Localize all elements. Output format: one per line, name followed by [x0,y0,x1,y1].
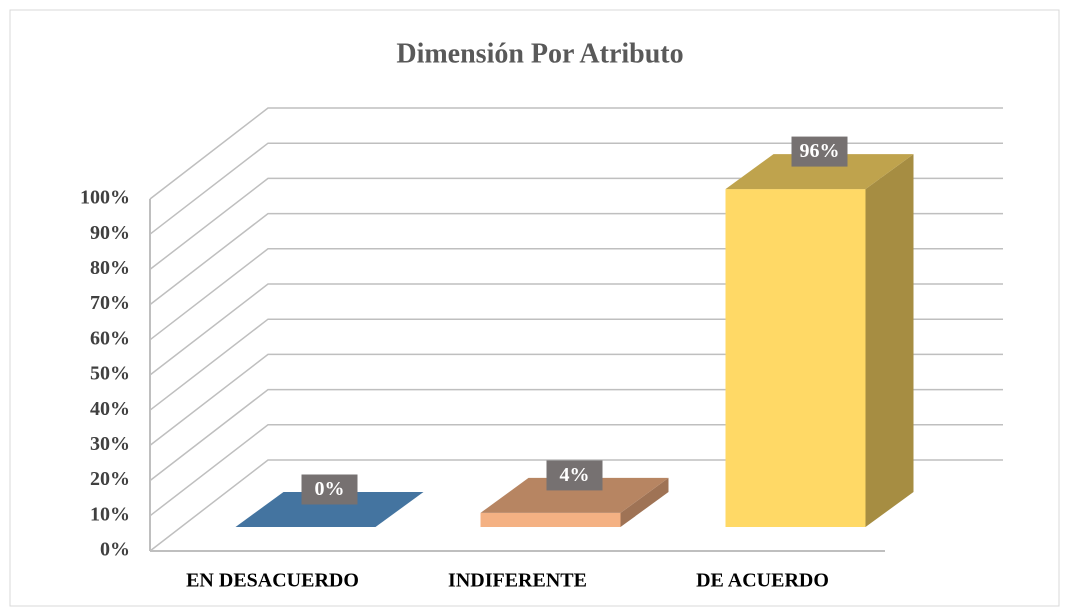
y-tick-label: 70% [90,292,130,314]
y-tick-label: 60% [90,327,130,349]
data-label: 96% [800,140,840,162]
bar [725,189,866,527]
data-label: 0% [315,478,345,500]
x-tick-label: DE ACUERDO [696,570,829,592]
data-label-box [301,474,358,505]
x-tick-label: INDIFERENTE [448,570,587,592]
y-tick-label: 30% [90,433,130,455]
y-tick-label: 20% [90,468,130,490]
y-tick-label: 80% [90,257,130,279]
y-tick-label: 0% [100,539,130,561]
bar [480,512,621,527]
bar-side [620,477,669,527]
y-tick-label: 40% [90,398,130,420]
x-tick-label: EN DESACUERDO [186,570,359,592]
bar-top [725,154,914,190]
data-label-box [546,460,603,491]
grid-line [149,142,1003,235]
y-tick-label: 10% [90,503,130,525]
y-tick-label: 100% [80,187,130,209]
bar-top [480,477,669,513]
y-tick-label: 50% [90,363,130,385]
data-label: 4% [560,464,590,486]
data-label-box [791,136,848,167]
bar-side [865,154,914,527]
chart-title: Dimensión Por Atributo [396,38,683,69]
bar-top [235,492,424,527]
grid-line [149,107,1003,200]
y-tick-label: 90% [90,222,130,244]
